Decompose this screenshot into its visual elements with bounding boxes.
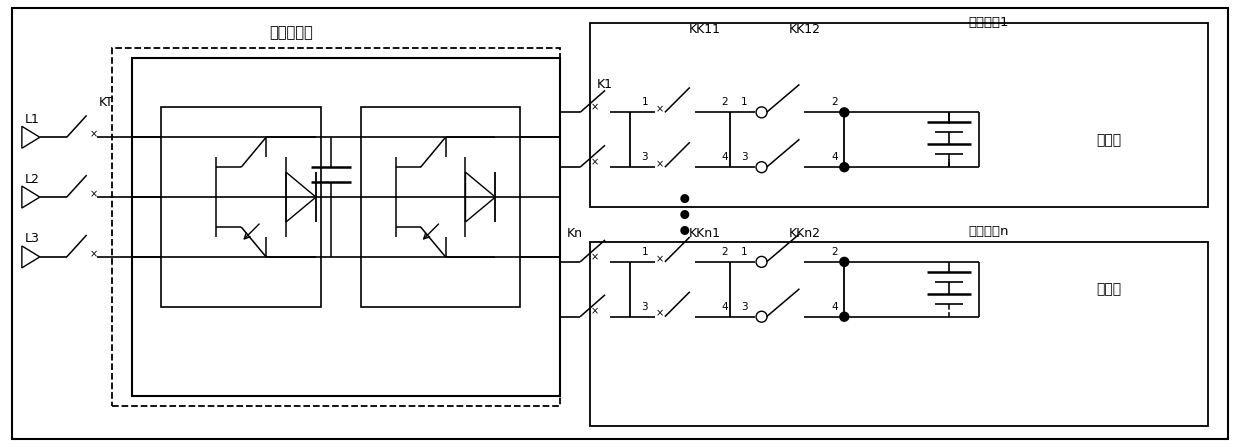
Text: ×: × <box>89 189 98 199</box>
Text: 电池模块1: 电池模块1 <box>968 16 1009 29</box>
Text: 3: 3 <box>641 152 649 162</box>
Bar <box>131 58 560 396</box>
Bar <box>161 107 321 307</box>
Text: L1: L1 <box>25 113 40 126</box>
Circle shape <box>681 195 688 202</box>
Text: 4: 4 <box>722 152 728 162</box>
Text: ×: × <box>591 102 599 112</box>
Text: ×: × <box>89 129 98 139</box>
Text: 3: 3 <box>742 302 748 312</box>
Bar <box>361 107 521 307</box>
Bar <box>590 23 1208 207</box>
Text: 2: 2 <box>831 97 838 107</box>
Text: ×: × <box>656 159 663 169</box>
Text: 电池簇: 电池簇 <box>1096 283 1121 296</box>
Text: 1: 1 <box>641 97 649 107</box>
Text: 电池簇: 电池簇 <box>1096 133 1121 147</box>
Text: 电池模块n: 电池模块n <box>968 225 1009 238</box>
Text: 3: 3 <box>742 152 748 162</box>
Text: ×: × <box>591 157 599 167</box>
Text: 4: 4 <box>722 302 728 312</box>
Text: L3: L3 <box>25 232 40 245</box>
Circle shape <box>839 257 849 266</box>
Text: 4: 4 <box>831 302 838 312</box>
Text: 4: 4 <box>831 152 838 162</box>
Text: 1: 1 <box>641 247 649 257</box>
Text: ×: × <box>89 249 98 259</box>
Text: KT: KT <box>99 96 114 109</box>
Text: 2: 2 <box>722 97 728 107</box>
Circle shape <box>681 227 688 234</box>
Text: 3: 3 <box>641 302 649 312</box>
Circle shape <box>839 312 849 321</box>
Text: 储能变流器: 储能变流器 <box>269 25 312 40</box>
Text: K1: K1 <box>596 78 613 91</box>
Text: KKn1: KKn1 <box>688 228 720 240</box>
Text: 1: 1 <box>742 247 748 257</box>
Bar <box>112 47 560 406</box>
Text: ×: × <box>656 104 663 114</box>
Text: ×: × <box>591 307 599 317</box>
Circle shape <box>681 211 688 218</box>
Text: KKn2: KKn2 <box>789 228 821 240</box>
Text: Kn: Kn <box>567 228 583 240</box>
Bar <box>590 242 1208 426</box>
Circle shape <box>839 163 849 172</box>
Text: 2: 2 <box>831 247 838 257</box>
Text: KK12: KK12 <box>789 23 821 36</box>
Text: 1: 1 <box>742 97 748 107</box>
Text: ×: × <box>591 252 599 262</box>
Text: ×: × <box>656 254 663 264</box>
Text: ×: × <box>656 309 663 319</box>
Circle shape <box>839 108 849 117</box>
Text: L2: L2 <box>25 173 40 186</box>
Text: KK11: KK11 <box>688 23 720 36</box>
Text: 2: 2 <box>722 247 728 257</box>
